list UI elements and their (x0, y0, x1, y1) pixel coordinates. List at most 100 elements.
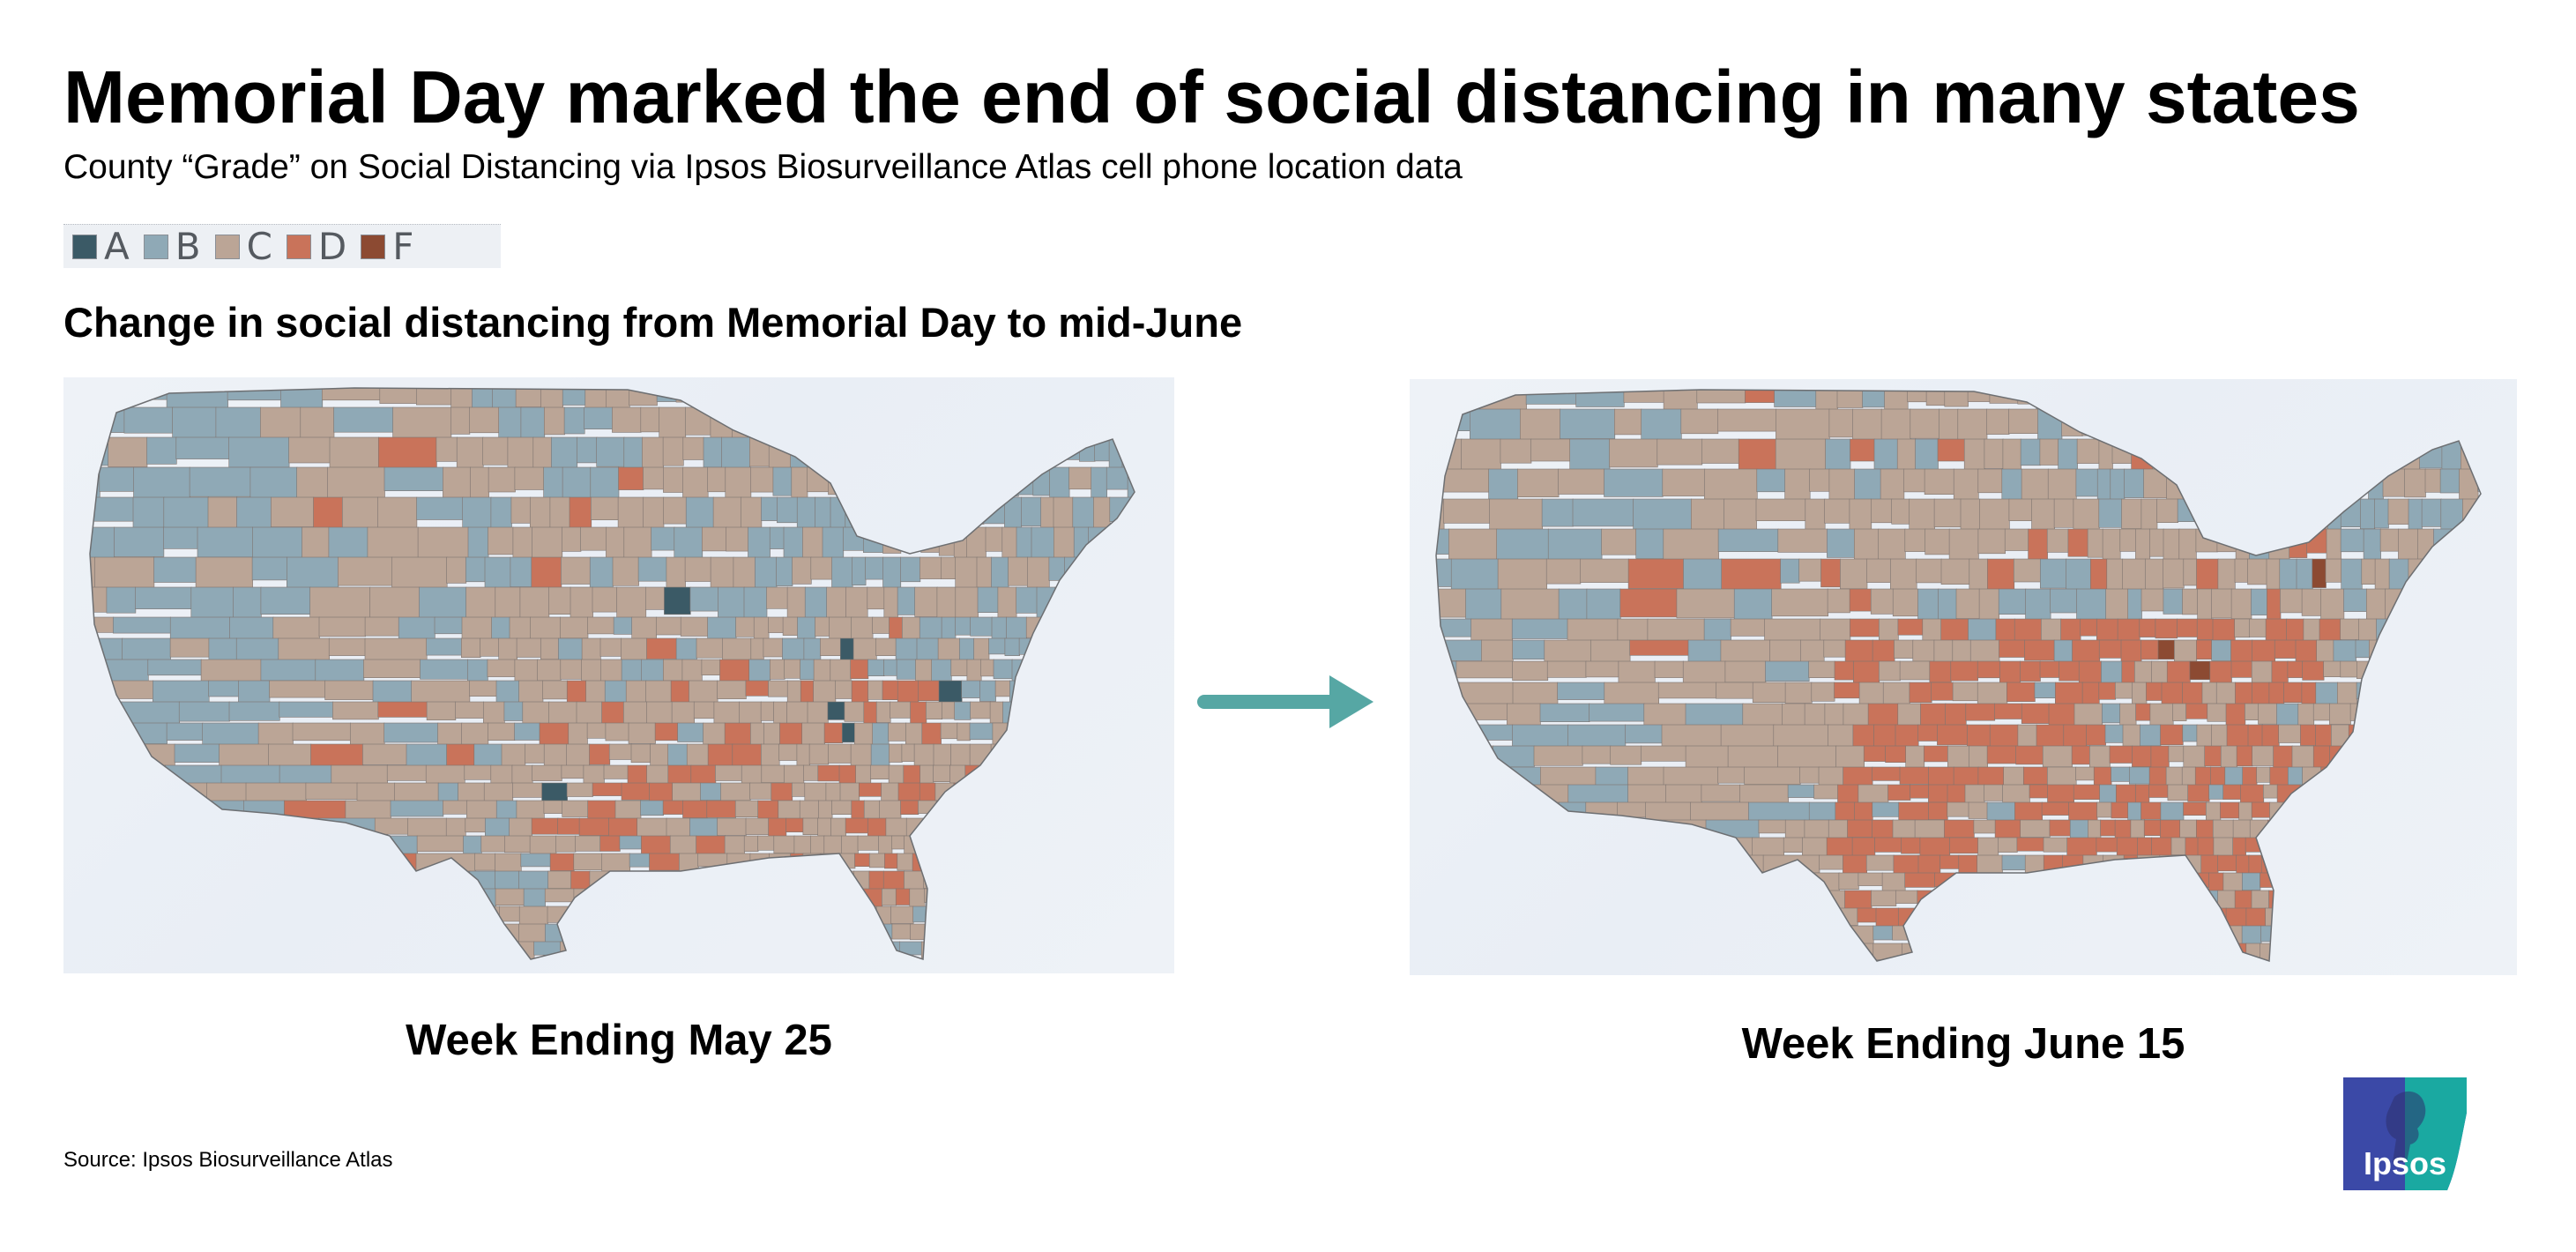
county-cell (1092, 817, 1113, 834)
county-cell (1100, 888, 1119, 905)
county-cell (106, 764, 167, 783)
county-cell (329, 436, 380, 468)
county-cell (1436, 745, 1445, 771)
county-cell (1771, 588, 1829, 617)
county-cell (2509, 908, 2517, 930)
county-cell (1897, 907, 1926, 929)
county-cell (2501, 379, 2517, 402)
county-cell (703, 436, 723, 468)
county-cell (619, 835, 643, 850)
county-cell (1061, 743, 1080, 761)
county-cell (708, 923, 732, 946)
county-cell (2245, 498, 2266, 524)
county-cell (1061, 870, 1085, 890)
county-cell (2082, 854, 2104, 879)
county-cell (2422, 639, 2438, 660)
county-cell (2402, 588, 2423, 629)
county-cell (986, 923, 1000, 942)
county-cell (982, 853, 1005, 871)
county-cell (2148, 784, 2169, 798)
county-cell (90, 701, 123, 721)
county-cell (2415, 703, 2431, 731)
county-cell (2301, 682, 2317, 705)
county-cell (643, 466, 665, 490)
county-cell (1955, 588, 1980, 619)
county-cell (786, 680, 802, 703)
county-cell (631, 870, 652, 888)
county-cell (882, 680, 899, 701)
county-cell (2245, 703, 2260, 721)
county-cell (416, 496, 464, 520)
county-cell (2483, 820, 2497, 837)
county-cell (525, 743, 546, 764)
county-cell (252, 853, 315, 870)
county-cell (1512, 682, 1559, 706)
county-cell (1112, 870, 1130, 893)
county-cell (1068, 853, 1087, 877)
county-cell (1809, 468, 1830, 492)
county-cell (420, 659, 469, 680)
county-cell (392, 406, 452, 442)
county-cell (1872, 943, 1903, 960)
county-cell (1063, 923, 1083, 943)
county-cell (1993, 960, 2017, 961)
county-cell (2044, 890, 2070, 913)
county-cell (855, 764, 872, 786)
county-cell (1046, 888, 1069, 912)
county-cell (900, 526, 922, 550)
county-cell (481, 958, 501, 959)
county-cell (114, 526, 165, 557)
county-cell (2197, 837, 2215, 856)
county-cell (2355, 819, 2371, 841)
county-cell (1162, 783, 1174, 806)
county-cell (2019, 660, 2041, 682)
county-cell (2152, 438, 2173, 473)
county-cell (2491, 785, 2511, 800)
county-cell (153, 680, 210, 704)
county-cell (2424, 468, 2441, 493)
county-cell (2036, 960, 2063, 961)
county-cell (2081, 925, 2103, 943)
county-cell (2226, 724, 2249, 747)
county-cell (1436, 890, 1454, 913)
county-cell (2024, 639, 2055, 661)
county-cell (2511, 961, 2517, 975)
county-cell (651, 870, 678, 886)
county-cell (317, 817, 376, 838)
county-cell (2221, 925, 2243, 944)
county-cell (1765, 660, 1810, 682)
county-cell (461, 616, 493, 641)
county-cell (271, 496, 315, 527)
county-cell (1442, 745, 1494, 763)
county-cell (1084, 388, 1107, 409)
county-cell (675, 388, 705, 403)
county-cell (732, 406, 759, 440)
county-cell (1097, 586, 1121, 612)
county-cell (2344, 390, 2367, 407)
county-cell (2505, 640, 2517, 661)
county-cell (2440, 408, 2454, 441)
county-cell (2157, 639, 2176, 660)
county-cell (212, 870, 264, 889)
county-cell (970, 616, 993, 637)
county-cell (1977, 682, 2008, 706)
county-cell (1436, 639, 1438, 658)
county-cell (1563, 819, 1626, 835)
county-cell (1102, 701, 1118, 718)
county-cell (675, 637, 697, 661)
county-cell (90, 888, 112, 910)
county-cell (926, 701, 943, 720)
county-cell (937, 637, 961, 663)
county-cell (309, 905, 361, 928)
county-cell (1625, 724, 1663, 744)
county-cell (2505, 469, 2517, 493)
county-cell (2501, 767, 2517, 782)
county-cell (2183, 558, 2198, 586)
county-cell (1016, 388, 1037, 407)
county-cell (90, 680, 97, 702)
county-cell (2148, 390, 2163, 406)
county-cell (2140, 588, 2164, 612)
county-cell (146, 941, 194, 957)
county-cell (2232, 498, 2248, 535)
county-cell (2469, 639, 2481, 662)
